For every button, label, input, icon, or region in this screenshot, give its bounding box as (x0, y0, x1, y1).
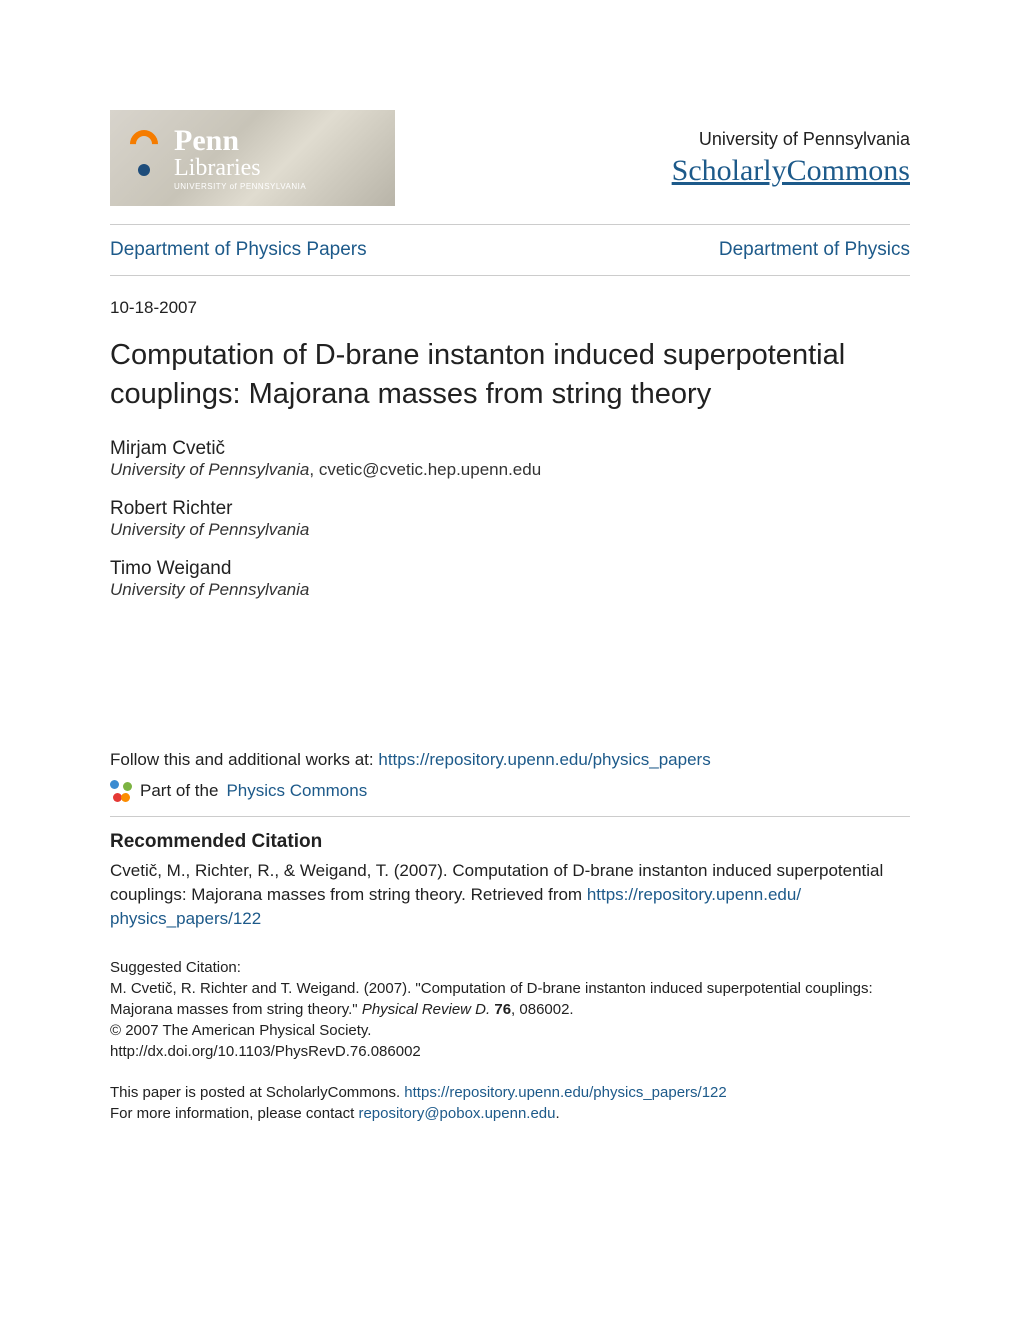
contact-line: For more information, please contact rep… (110, 1103, 910, 1124)
network-icon (110, 780, 132, 802)
author-email: , cvetic@cvetic.hep.upenn.edu (309, 460, 541, 479)
author-block: Robert Richter University of Pennsylvani… (110, 498, 910, 540)
divider (110, 275, 910, 276)
doi-line: http://dx.doi.org/10.1103/PhysRevD.76.08… (110, 1041, 910, 1062)
copyright-line: © 2007 The American Physical Society. (110, 1020, 910, 1041)
footer-info: This paper is posted at ScholarlyCommons… (110, 1082, 910, 1124)
recommended-citation: Cvetič, M., Richter, R., & Weigand, T. (… (110, 859, 910, 930)
suggested-text: M. Cvetič, R. Richter and T. Weigand. (2… (110, 978, 910, 1020)
author-affiliation: University of Pennsylvania, cvetic@cveti… (110, 460, 910, 480)
author-name: Robert Richter (110, 498, 910, 520)
university-block: University of Pennsylvania ScholarlyComm… (672, 129, 910, 188)
department-link[interactable]: Department of Physics (719, 239, 910, 261)
posted-url[interactable]: https://repository.upenn.edu/physics_pap… (404, 1084, 726, 1101)
partof-prefix: Part of the (140, 781, 218, 801)
author-affiliation: University of Pennsylvania (110, 520, 910, 540)
divider (110, 816, 910, 817)
recommended-citation-heading: Recommended Citation (110, 831, 910, 853)
paper-title: Computation of D-brane instanton induced… (110, 336, 910, 414)
logo-line2: Libraries (174, 156, 306, 180)
author-name: Timo Weigand (110, 558, 910, 580)
breadcrumb-nav: Department of Physics Papers Department … (110, 225, 910, 275)
penn-libraries-logo[interactable]: Penn Libraries UNIVERSITY of PENNSYLVANI… (110, 110, 395, 206)
scholarlycommons-link[interactable]: ScholarlyCommons (672, 154, 910, 187)
university-name: University of Pennsylvania (672, 129, 910, 150)
author-affiliation: University of Pennsylvania (110, 580, 910, 600)
physics-commons-link[interactable]: Physics Commons (226, 781, 367, 801)
posted-line: This paper is posted at ScholarlyCommons… (110, 1082, 910, 1103)
logo-line3: UNIVERSITY of PENNSYLVANIA (174, 182, 306, 191)
suggested-label: Suggested Citation: (110, 957, 910, 978)
follow-works: Follow this and additional works at: htt… (110, 750, 910, 770)
follow-url[interactable]: https://repository.upenn.edu/physics_pap… (378, 750, 710, 769)
follow-prefix: Follow this and additional works at: (110, 750, 378, 769)
publication-date: 10-18-2007 (110, 298, 910, 318)
author-block: Mirjam Cvetič University of Pennsylvania… (110, 438, 910, 480)
collection-link[interactable]: Department of Physics Papers (110, 239, 367, 261)
logo-line1: Penn (174, 126, 306, 156)
contact-email[interactable]: repository@pobox.upenn.edu (358, 1105, 555, 1122)
open-access-icon (124, 130, 164, 186)
author-name: Mirjam Cvetič (110, 438, 910, 460)
author-block: Timo Weigand University of Pennsylvania (110, 558, 910, 600)
header: Penn Libraries UNIVERSITY of PENNSYLVANI… (110, 110, 910, 206)
logo-text: Penn Libraries UNIVERSITY of PENNSYLVANI… (174, 126, 306, 191)
suggested-citation: Suggested Citation: M. Cvetič, R. Richte… (110, 957, 910, 1062)
part-of-row: Part of the Physics Commons (110, 780, 910, 802)
